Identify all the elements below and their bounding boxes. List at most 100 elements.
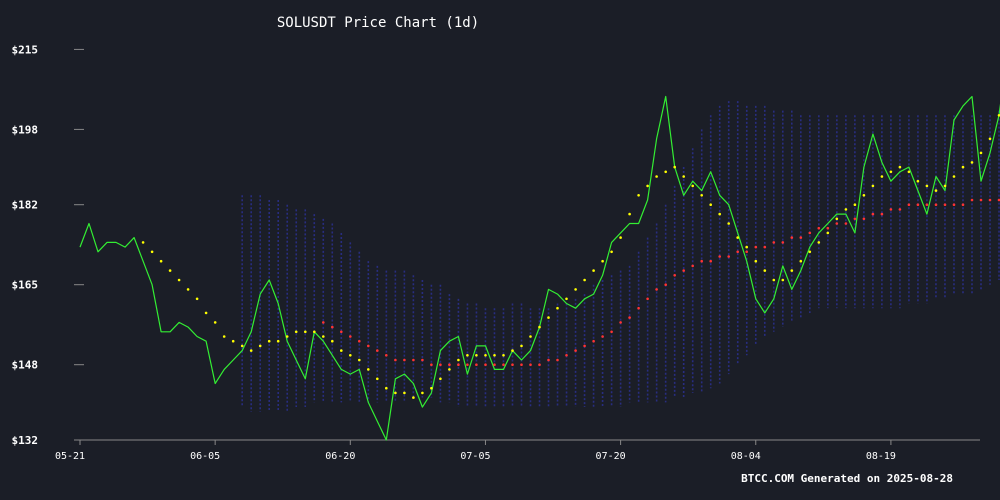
fast-ma-point xyxy=(826,231,830,235)
slow-ma-point xyxy=(601,335,604,338)
slow-ma-point xyxy=(997,198,1000,202)
slow-ma-point xyxy=(691,264,694,268)
fast-ma-point xyxy=(637,194,640,197)
fast-ma-point xyxy=(610,250,613,254)
fast-ma-point xyxy=(511,349,514,352)
fast-ma-point xyxy=(835,217,839,221)
fast-ma-point xyxy=(619,236,622,239)
fast-ma-point xyxy=(898,165,902,169)
slow-ma-point xyxy=(763,245,767,249)
fast-ma-point xyxy=(574,288,577,291)
fast-ma-point xyxy=(331,339,334,343)
x-tick-label: 06-05 xyxy=(190,451,220,462)
fast-ma-point xyxy=(430,386,433,390)
fast-ma-point xyxy=(601,259,604,263)
fast-ma-point xyxy=(529,335,532,338)
fast-ma-point xyxy=(294,330,298,334)
fast-ma-point xyxy=(718,212,721,216)
slow-ma-point xyxy=(790,236,794,239)
slow-ma-point xyxy=(835,222,839,225)
fast-ma-point xyxy=(457,358,460,362)
fast-ma-point xyxy=(276,339,280,343)
fast-ma-point xyxy=(664,170,667,174)
slow-ma-point xyxy=(439,363,442,367)
slow-ma-point xyxy=(727,255,730,258)
slow-ma-point xyxy=(772,241,776,244)
y-tick-label: $165 xyxy=(12,279,39,292)
slow-ma-point xyxy=(988,198,992,202)
slow-ma-point xyxy=(943,203,947,206)
slow-ma-point xyxy=(394,358,397,362)
y-tick-label: $132 xyxy=(12,434,39,447)
slow-ma-point xyxy=(889,208,893,211)
chart-footer: BTCC.COM Generated on 2025-08-28 xyxy=(741,472,953,485)
fast-ma-point xyxy=(421,391,424,395)
slow-ma-point xyxy=(853,217,857,221)
fast-ma-point xyxy=(385,386,388,390)
fast-ma-point xyxy=(952,175,956,178)
slow-ma-point xyxy=(862,217,866,221)
slow-ma-point xyxy=(592,339,595,343)
fast-ma-point xyxy=(961,165,965,169)
slow-ma-point xyxy=(934,203,938,206)
fast-ma-point xyxy=(249,349,253,352)
slow-ma-point xyxy=(970,198,974,202)
x-tick-label: 07-20 xyxy=(596,451,626,462)
fast-ma-point xyxy=(943,184,947,188)
fast-ma-point xyxy=(231,339,235,343)
chart-title: SOLUSDT Price Chart (1d) xyxy=(277,15,479,31)
fast-ma-point xyxy=(358,358,361,362)
fast-ma-point xyxy=(754,259,758,263)
fast-ma-point xyxy=(934,189,938,192)
fast-ma-point xyxy=(493,354,496,357)
fast-ma-point xyxy=(520,344,523,348)
slow-ma-point xyxy=(817,226,821,230)
fast-ma-point xyxy=(727,222,730,225)
y-tick-label: $215 xyxy=(12,43,39,56)
fast-ma-point xyxy=(177,278,181,282)
fast-ma-point xyxy=(439,377,442,381)
fast-ma-point xyxy=(871,184,875,188)
slow-ma-point xyxy=(736,250,739,254)
slow-ma-point xyxy=(493,363,496,367)
fast-ma-point xyxy=(322,335,325,338)
fast-ma-point xyxy=(682,175,685,178)
fast-ma-point xyxy=(817,241,821,244)
y-tick-label: $148 xyxy=(12,359,39,372)
volatility-band xyxy=(241,101,1000,412)
fast-ma-point xyxy=(700,194,703,197)
fast-ma-point xyxy=(628,212,631,216)
slow-ma-point xyxy=(745,250,748,254)
slow-ma-point xyxy=(700,259,703,263)
slow-ma-point xyxy=(961,203,965,206)
fast-ma-point xyxy=(799,259,803,263)
slow-ma-point xyxy=(844,222,848,225)
axes: $132 $148 $165 $182 $198 $215 05-21 06-05 06-20 0… xyxy=(12,43,980,462)
fast-ma-point xyxy=(808,250,812,254)
slow-ma-point xyxy=(673,274,676,277)
slow-ma-point xyxy=(412,358,415,362)
fast-ma-point xyxy=(475,354,478,357)
slow-ma-point xyxy=(826,226,830,230)
fast-ma-point xyxy=(213,321,217,324)
slow-ma-point xyxy=(484,363,487,367)
fast-ma-point xyxy=(907,170,911,174)
slow-ma-point xyxy=(475,363,478,367)
x-tick-label: 08-04 xyxy=(731,451,761,462)
fast-ma-point xyxy=(880,175,884,178)
slow-ma-point xyxy=(952,203,956,206)
slow-ma-point xyxy=(799,236,803,239)
fast-ma-point xyxy=(772,278,776,282)
fast-ma-point xyxy=(502,354,505,357)
fast-ma-point xyxy=(403,391,406,395)
fast-ma-point xyxy=(150,250,154,254)
slow-ma-point xyxy=(466,363,469,367)
fast-ma-point xyxy=(340,349,343,352)
fast-ma-point xyxy=(673,165,676,169)
fast-ma-point xyxy=(240,344,244,348)
slow-ma-point xyxy=(502,363,505,367)
slow-ma-point xyxy=(628,316,631,319)
fast-ma-point xyxy=(285,335,289,338)
